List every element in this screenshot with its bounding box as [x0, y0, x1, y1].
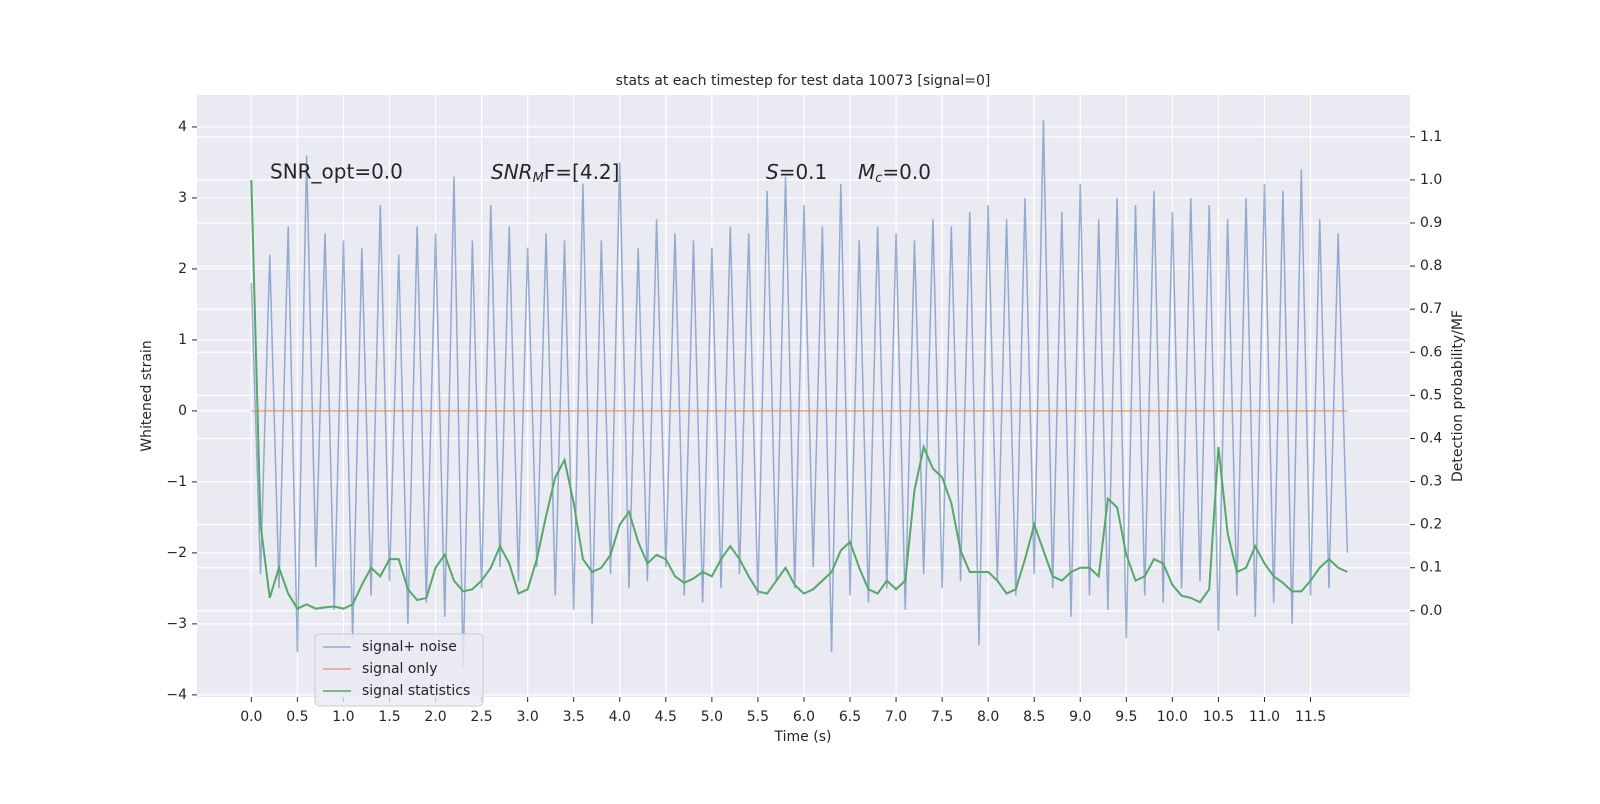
annotation-part: SNR	[491, 160, 533, 184]
y2-tick-label: 1.0	[1420, 172, 1442, 188]
x-tick-label: 2.0	[424, 709, 446, 725]
x-tick-label: 1.0	[332, 709, 354, 725]
x-tick-label: 10.0	[1157, 709, 1188, 725]
x-tick-label: 7.5	[931, 709, 953, 725]
y2-tick-label: 0.4	[1420, 430, 1442, 446]
y2-tick-label: 0.1	[1420, 560, 1442, 576]
legend-label: signal+ noise	[362, 639, 457, 655]
x-tick-label: 10.5	[1203, 709, 1234, 725]
y2-tick-label: 1.1	[1420, 129, 1442, 145]
y-tick-label: 2	[178, 261, 187, 277]
annotation: S=0.1	[766, 160, 827, 184]
y2-tick-label: 0.6	[1420, 344, 1442, 360]
annotation-part: M	[858, 160, 875, 184]
legend-label: signal only	[362, 661, 437, 677]
x-tick-label: 2.5	[470, 709, 492, 725]
x-tick-label: 3.0	[517, 709, 539, 725]
annotation-part: c	[875, 171, 882, 186]
x-tick-label: 0.0	[240, 709, 262, 725]
x-tick-label: 9.0	[1069, 709, 1091, 725]
legend-box	[314, 633, 484, 707]
y-tick-label: −3	[166, 616, 187, 632]
y-tick-label: 0	[178, 403, 187, 419]
x-tick-label: 5.5	[747, 709, 769, 725]
annotation-part: S	[766, 160, 779, 184]
y2-tick-label: 0.9	[1420, 215, 1442, 231]
y-axis-label: Whitened strain	[139, 340, 155, 451]
x-tick-label: 4.5	[655, 709, 677, 725]
x-tick-label: 1.5	[378, 709, 400, 725]
y2-tick-label: 0.5	[1420, 387, 1442, 403]
y-tick-label: −4	[166, 687, 187, 703]
annotation-part: F=[4.2]	[544, 160, 620, 184]
y2-tick-label: 0.2	[1420, 517, 1442, 533]
y2-tick-label: 0.3	[1420, 474, 1442, 490]
x-tick-label: 8.0	[977, 709, 999, 725]
legend: signal+ noise signal only signal statistic…	[314, 633, 484, 707]
y2-axis-label: Detection probability/MF	[1450, 310, 1466, 482]
marks	[250, 119, 1349, 667]
annotation: SNR_opt=0.0	[270, 160, 403, 184]
annotation: Mc=0.0	[858, 160, 931, 186]
y-tick-label: 4	[178, 119, 187, 135]
x-tick-label: 11.0	[1249, 709, 1280, 725]
annotation-part: =0.1	[779, 160, 828, 184]
y2-tick-label: 0.7	[1420, 301, 1442, 317]
legend-label: signal statistics	[362, 683, 470, 699]
series-line	[250, 119, 1349, 667]
x-axis-label: Time (s)	[774, 729, 832, 745]
x-tick-label: 4.0	[609, 709, 631, 725]
x-tick-label: 6.5	[839, 709, 861, 725]
annotation-part: M	[533, 171, 544, 186]
chart-title: stats at each timestep for test data 100…	[616, 73, 991, 89]
y-tick-label: 3	[178, 190, 187, 206]
y-tick-label: −2	[166, 545, 187, 561]
labels: stats at each timestep for test data 100…	[139, 73, 1466, 745]
y2-tick-label: 0.8	[1420, 258, 1442, 274]
x-tick-label: 9.5	[1115, 709, 1137, 725]
x-tick-label: 8.5	[1023, 709, 1045, 725]
series-line	[250, 179, 1348, 610]
y2-tick-label: 0.0	[1420, 603, 1442, 619]
annotation: SNRMF=[4.2]	[491, 160, 619, 186]
y-tick-label: −1	[166, 474, 187, 490]
x-tick-label: 7.0	[885, 709, 907, 725]
annotation-part: =0.0	[882, 160, 931, 184]
x-tick-label: 6.0	[793, 709, 815, 725]
x-tick-label: 5.0	[701, 709, 723, 725]
x-tick-label: 11.5	[1295, 709, 1326, 725]
y-tick-label: 1	[178, 332, 187, 348]
x-tick-label: 3.5	[563, 709, 585, 725]
x-tick-label: 0.5	[286, 709, 308, 725]
